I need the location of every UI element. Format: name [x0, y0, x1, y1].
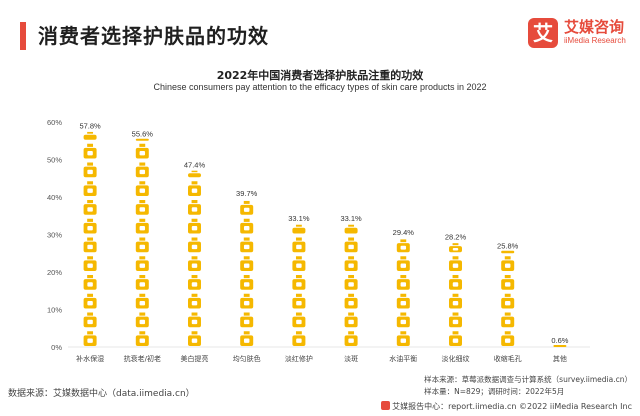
report-line: 艾媒报告中心：report.iimedia.cn ©2022 iiMedia R… [392, 402, 632, 411]
bar-7 [396, 239, 410, 346]
y-tick-label: 60% [47, 118, 62, 127]
y-tick-label: 10% [47, 306, 62, 315]
x-tick-label: 淡斑 [344, 354, 358, 363]
logo-name-en: iiMedia Research [564, 36, 626, 45]
y-tick-label: 20% [47, 268, 62, 277]
y-tick-label: 30% [47, 231, 62, 240]
data-label: 33.1% [340, 214, 362, 223]
bar-8 [449, 243, 462, 346]
bar-5 [292, 224, 306, 346]
x-tick-label: 其他 [553, 354, 567, 363]
data-label: 39.7% [236, 189, 258, 198]
x-tick-label: 补水保湿 [76, 354, 104, 363]
data-label: 57.8% [79, 121, 101, 130]
x-tick-label: 淡化细纹 [442, 354, 470, 363]
x-tick-label: 淡红修护 [285, 354, 313, 363]
report-icon [381, 401, 391, 410]
logo-name-cn: 艾媒咨询 [564, 18, 625, 36]
page-title: 消费者选择护肤品的功效 [38, 24, 269, 48]
data-label: 47.4% [184, 160, 206, 169]
data-label: 28.2% [445, 232, 467, 241]
bar-10 [553, 345, 567, 347]
bar-9 [501, 250, 515, 346]
data-label: 0.6% [551, 336, 568, 345]
brand-logo: 艾 艾媒咨询 iiMedia Research [528, 16, 632, 52]
bar-4 [240, 200, 254, 346]
bar-3 [188, 170, 201, 346]
chart-subtitle: Chinese consumers pay attention to the e… [153, 82, 487, 92]
y-tick-label: 0% [51, 343, 62, 352]
bar-6 [344, 224, 358, 346]
data-label: 55.6% [132, 130, 154, 139]
x-tick-label: 水油平衡 [389, 354, 417, 363]
data-label: 29.4% [393, 228, 415, 237]
data-label: 33.1% [288, 214, 310, 223]
x-tick-label: 抗衰老/初老 [124, 354, 161, 363]
title-accent-bar [20, 22, 26, 50]
report-center: 艾媒报告中心：report.iimedia.cn ©2022 iiMedia R… [381, 401, 632, 412]
chart-title: 2022年中国消费者选择护肤品注重的功效 [216, 69, 424, 82]
sample-notes: 样本来源：草莓派数据调查与计算系统（survey.iimedia.cn） 样本量… [424, 374, 632, 398]
x-tick-label: 收缩毛孔 [494, 354, 522, 363]
bar-2 [135, 138, 149, 346]
bar-1 [83, 131, 97, 346]
y-tick-label: 50% [47, 156, 62, 165]
data-source: 数据来源：艾媒数据中心（data.iimedia.cn） [8, 389, 195, 399]
x-tick-label: 均匀肤色 [233, 354, 261, 363]
sample-info: 样本量：N=829；调研时间：2022年5月 [424, 387, 565, 396]
logo-mark: 艾 [528, 18, 558, 48]
x-tick-label: 美白提亮 [181, 354, 209, 363]
y-tick-label: 40% [47, 193, 62, 202]
sample-source: 样本来源：草莓派数据调查与计算系统（survey.iimedia.cn） [424, 375, 632, 384]
data-label: 25.8% [497, 241, 519, 250]
